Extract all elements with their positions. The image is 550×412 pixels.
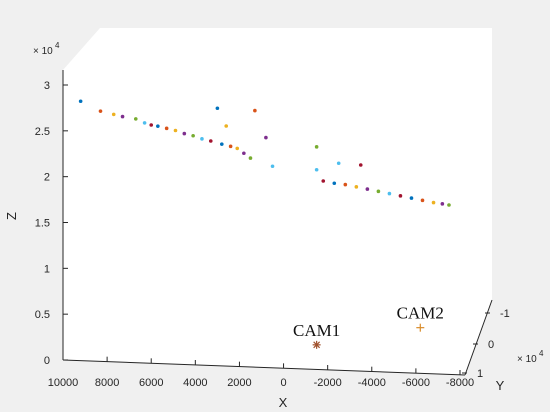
y-tick-label: -1 xyxy=(500,308,510,320)
data-point xyxy=(220,142,224,146)
data-point xyxy=(235,146,240,151)
data-point xyxy=(242,151,246,156)
x-tick-label: -8000 xyxy=(446,377,474,389)
x-tick-label: 8000 xyxy=(95,377,119,389)
data-point xyxy=(200,137,204,141)
data-point xyxy=(224,124,229,128)
x-tick-label: -2000 xyxy=(314,377,342,389)
y-exponent-power: 4 xyxy=(539,349,544,358)
data-point xyxy=(142,121,147,125)
x-tick-label: 6000 xyxy=(139,377,163,389)
x-tick-label: 2000 xyxy=(227,377,251,389)
data-point xyxy=(133,117,138,121)
y-axis-label: Y xyxy=(496,378,505,393)
data-point xyxy=(228,144,233,149)
data-point xyxy=(253,108,257,113)
z-tick-label: 1.5 xyxy=(35,218,50,230)
camera-label: CAM1 xyxy=(293,321,340,340)
x-tick-label: 4000 xyxy=(183,377,207,389)
data-point xyxy=(321,179,326,183)
data-point xyxy=(164,126,169,131)
x-tick-label: -4000 xyxy=(358,377,386,389)
data-point xyxy=(440,202,445,206)
data-point xyxy=(111,112,116,117)
data-point xyxy=(120,114,125,119)
data-point xyxy=(264,135,268,140)
x-tick-label: 10000 xyxy=(48,377,79,389)
data-point xyxy=(354,185,359,189)
x-axis-line xyxy=(62,359,466,376)
z-exponent-base: × 10 xyxy=(33,46,53,57)
data-point xyxy=(208,139,213,143)
data-point xyxy=(409,196,414,200)
z-ticks: 0 0.5 1 1.5 2 2.5 3 xyxy=(35,80,68,367)
data-point xyxy=(270,164,275,169)
data-point xyxy=(182,131,187,136)
data-point xyxy=(215,106,220,111)
camera-label: CAM2 xyxy=(397,304,444,323)
data-point xyxy=(314,167,319,172)
data-point xyxy=(332,181,337,186)
data-point xyxy=(336,161,341,166)
x-ticks: 10000 8000 6000 4000 2000 0 -2000 -4000 -6000 -80… xyxy=(48,355,474,389)
data-point xyxy=(156,124,160,128)
data-point xyxy=(398,194,403,198)
data-point xyxy=(248,156,253,160)
z-tick-label: 0 xyxy=(44,355,50,367)
axes-background xyxy=(63,28,492,375)
z-tick-label: 2.5 xyxy=(35,126,50,138)
y-tick-label: 0 xyxy=(488,339,494,351)
scatter-points xyxy=(78,99,451,207)
data-point xyxy=(365,187,370,191)
camera-marker-stroke xyxy=(313,341,321,349)
data-point xyxy=(149,123,154,127)
data-point xyxy=(447,203,451,207)
x-tick-label: -6000 xyxy=(402,377,430,389)
y-tick-label: 1 xyxy=(477,368,483,380)
data-point xyxy=(376,189,381,194)
z-tick-label: 1 xyxy=(44,263,50,275)
data-point xyxy=(98,109,103,113)
data-point xyxy=(420,198,425,203)
z-tick-label: 0.5 xyxy=(35,309,50,321)
data-point xyxy=(431,200,436,205)
x-tick-label: 0 xyxy=(280,377,286,389)
z-exponent-power: 4 xyxy=(55,41,60,50)
data-point xyxy=(358,163,363,167)
camera-cam2: CAM2 xyxy=(397,304,444,332)
camera-cam1: CAM1 xyxy=(293,321,340,349)
x-axis-label: X xyxy=(279,395,288,410)
data-point xyxy=(343,182,348,187)
camera-markers: CAM1 CAM2 xyxy=(293,304,444,349)
data-point xyxy=(314,145,319,149)
data-point xyxy=(78,99,83,104)
y-exponent-base: × 10 xyxy=(517,354,537,365)
z-tick-label: 3 xyxy=(44,80,50,92)
z-axis-label: Z xyxy=(4,212,19,220)
data-point xyxy=(191,133,195,138)
data-point xyxy=(173,128,178,133)
data-point xyxy=(387,191,392,196)
z-tick-label: 2 xyxy=(44,172,50,184)
y-ticks: -1 0 1 xyxy=(462,308,510,380)
